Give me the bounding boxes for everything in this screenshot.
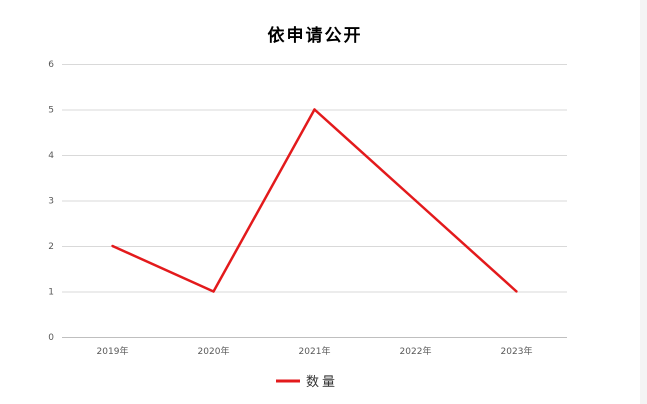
- data-point: [313, 108, 316, 111]
- y-tick-label: 5: [48, 106, 54, 116]
- chart-title: 依申请公开: [268, 25, 363, 46]
- x-tick-label: 2021年: [299, 345, 331, 357]
- series-lines: [111, 108, 518, 293]
- y-axis-ticks: 0 1 2 3 4 5 6: [48, 60, 54, 343]
- y-tick-label: 2: [48, 242, 54, 252]
- x-tick-label: 2019年: [97, 345, 129, 357]
- gridlines: [62, 64, 567, 338]
- x-tick-label: 2023年: [501, 345, 533, 357]
- data-point: [212, 290, 215, 293]
- legend: 数量: [276, 375, 338, 390]
- x-tick-label: 2020年: [198, 345, 230, 357]
- data-point: [515, 290, 518, 293]
- data-point: [414, 199, 417, 202]
- scrollbar-strip: [640, 0, 647, 404]
- y-tick-label: 1: [48, 288, 54, 298]
- x-tick-label: 2022年: [400, 345, 432, 357]
- y-tick-label: 4: [48, 151, 54, 161]
- legend-label: 数量: [306, 375, 338, 390]
- data-point: [111, 244, 114, 248]
- y-tick-label: 6: [48, 60, 54, 70]
- y-tick-label: 0: [48, 333, 54, 343]
- y-tick-label: 3: [48, 197, 54, 207]
- x-axis-ticks: 2019年 2020年 2021年 2022年 2023年: [97, 345, 533, 357]
